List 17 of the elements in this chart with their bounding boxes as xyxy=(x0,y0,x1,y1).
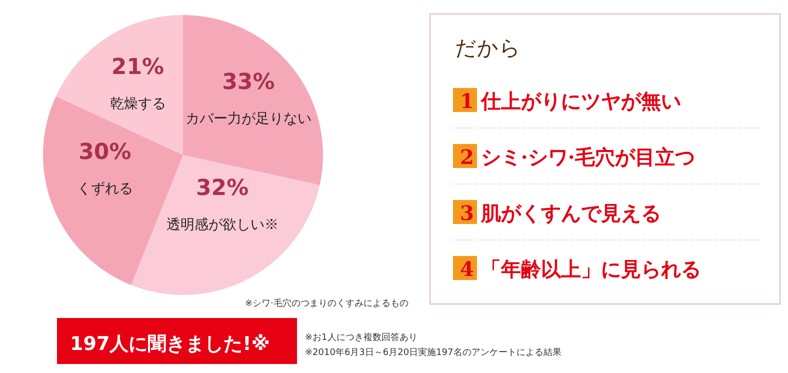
data-label: 33% xyxy=(222,70,275,96)
slice-label: 透明感が欲しい※ xyxy=(166,216,278,233)
text: 1 仕上がりにツヤが無い xyxy=(460,89,681,113)
text: ※お1人につき複数回答あり xyxy=(305,332,418,343)
text: ※シワ·毛穴のつまりのくすみによるもの xyxy=(245,298,408,309)
text: 2 シミ·シワ·毛穴が目立つ xyxy=(460,145,695,169)
text: ※2010年6月3日～6月20日実施197名のアンケートによる結果 xyxy=(305,347,562,358)
slice-label: 乾燥する xyxy=(110,96,166,112)
text: だから xyxy=(455,36,521,60)
text: 3 肌がくすんで見える xyxy=(460,201,661,225)
text: 197人に聞きました!※ xyxy=(70,333,270,355)
data-label: 30% xyxy=(78,140,132,165)
text: 4 「年齢以上」に見られる xyxy=(460,257,701,281)
slice-label: カバー力が足りない xyxy=(185,111,312,128)
data-label: 21% xyxy=(111,55,164,80)
slice-label: くずれる xyxy=(76,180,133,197)
data-label: 32% xyxy=(196,176,249,201)
